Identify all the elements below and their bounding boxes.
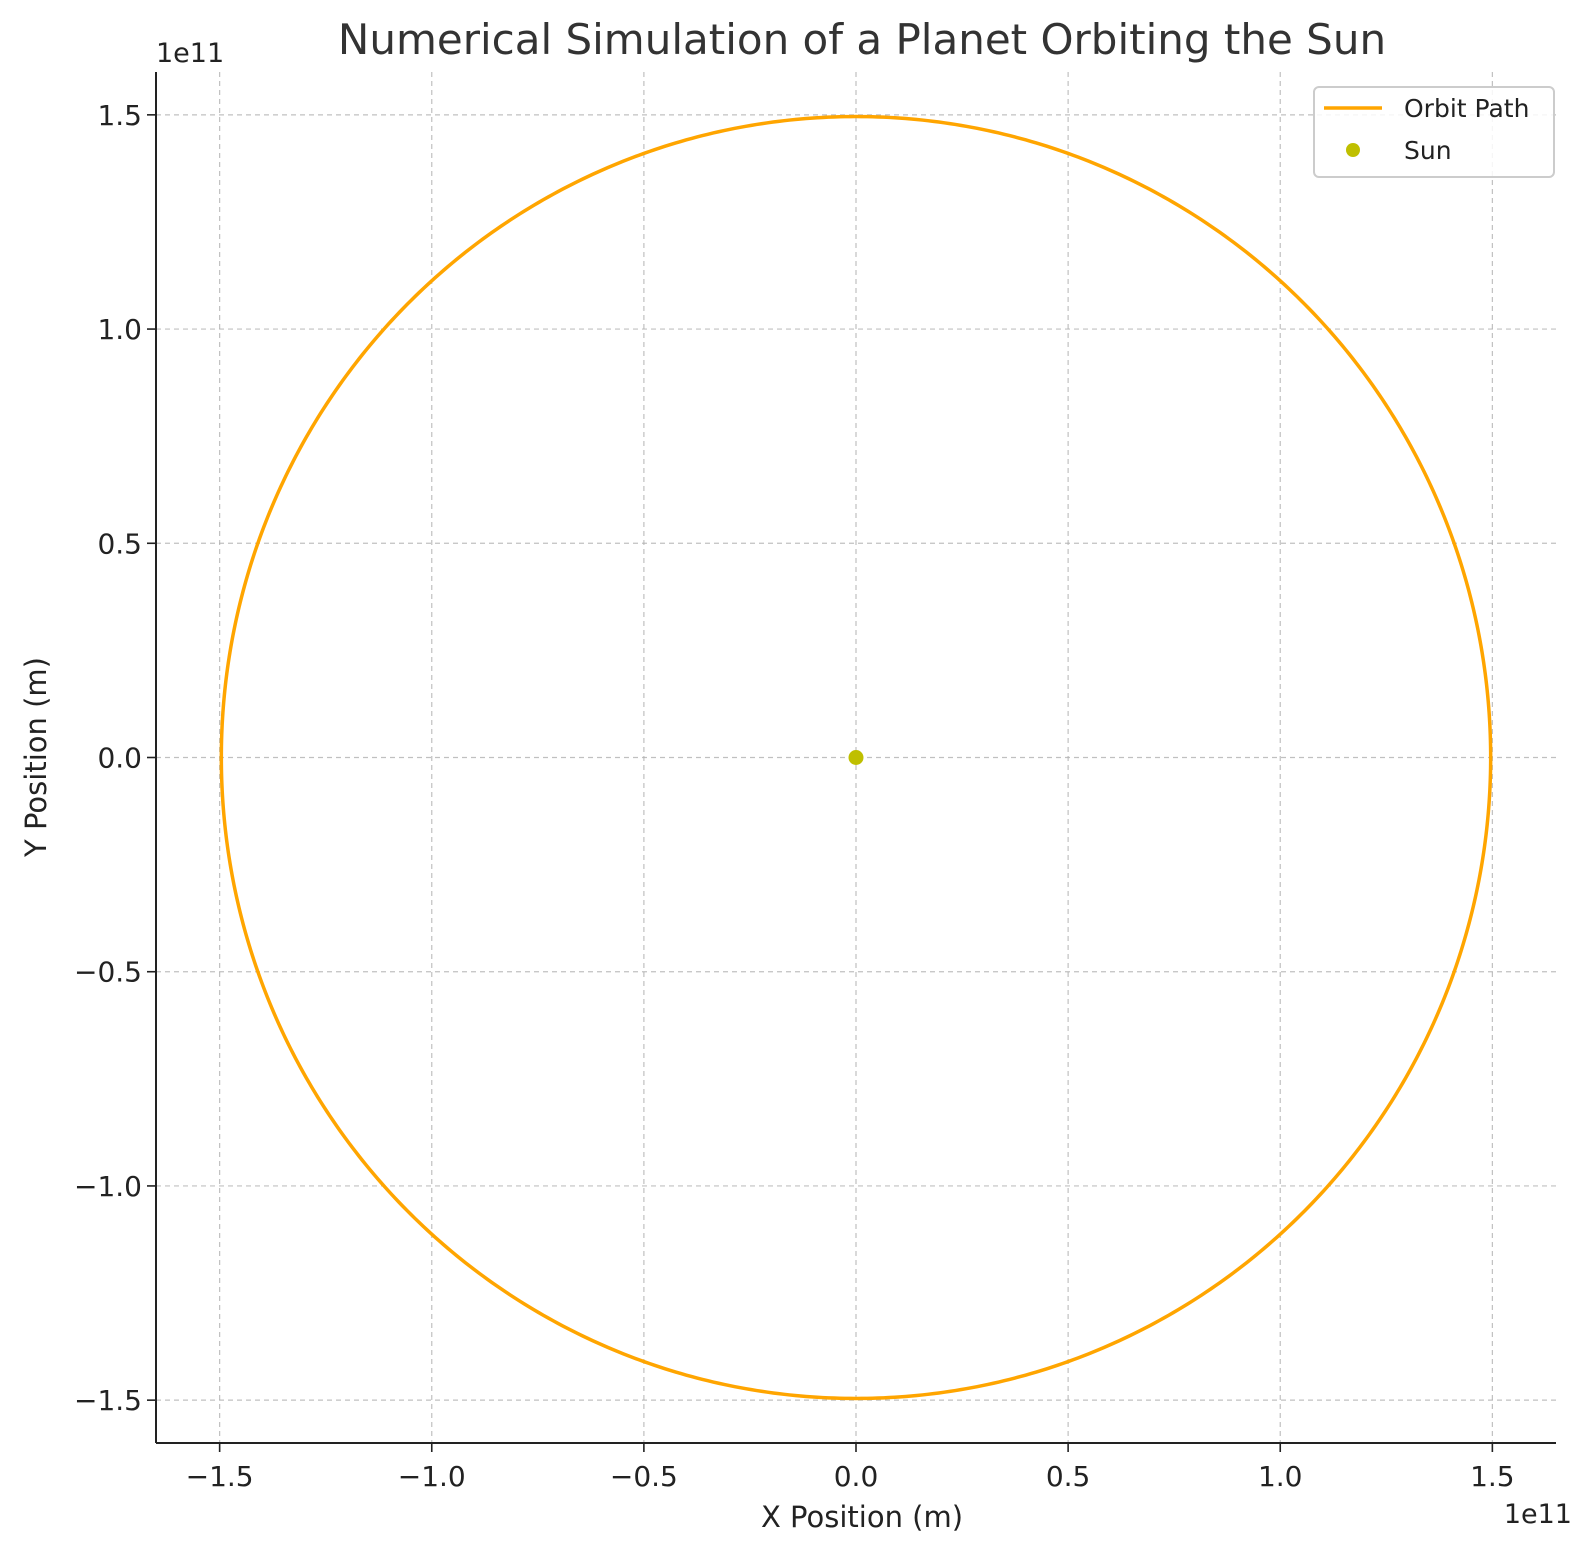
y-tick-label: 1.0 (97, 313, 142, 346)
x-axis-label: X Position (m) (761, 1500, 963, 1534)
x-tick-label: 0.0 (834, 1460, 879, 1493)
legend-sun-swatch (1346, 143, 1360, 157)
x-tick-label: 0.5 (1046, 1460, 1091, 1493)
legend-orbit-label: Orbit Path (1404, 94, 1529, 123)
x-tick-label: 1.5 (1470, 1460, 1515, 1493)
x-tick-label: −1.5 (186, 1460, 254, 1493)
y-tick-label: −1.5 (74, 1384, 142, 1417)
ticks: −1.5 −1.0 −0.5 0.0 0.5 1.0 1.5 −1.5 −1.0 −0.5 0.0 0… (74, 99, 1515, 1493)
x-tick-label: −1.0 (398, 1460, 466, 1493)
y-offset-label: 1e11 (156, 38, 224, 69)
legend: Orbit Path Sun (1313, 86, 1555, 178)
x-tick-label: −0.5 (610, 1460, 678, 1493)
plot-series (219, 114, 1493, 1401)
y-tick-label: −1.0 (74, 1170, 142, 1203)
y-axis-label: Y Position (m) (19, 657, 53, 858)
chart-title: Numerical Simulation of a Planet Orbitin… (338, 15, 1386, 64)
y-tick-label: −0.5 (74, 956, 142, 989)
x-offset-label: 1e11 (1504, 1499, 1572, 1530)
x-tick-label: 1.0 (1258, 1460, 1303, 1493)
legend-sun-label: Sun (1404, 136, 1452, 165)
orbit-path-line (219, 114, 1493, 1401)
sun-point (848, 750, 864, 765)
y-tick-label: 1.5 (97, 99, 142, 132)
y-tick-label: 0.5 (97, 527, 142, 560)
y-tick-label: 0.0 (97, 742, 142, 775)
